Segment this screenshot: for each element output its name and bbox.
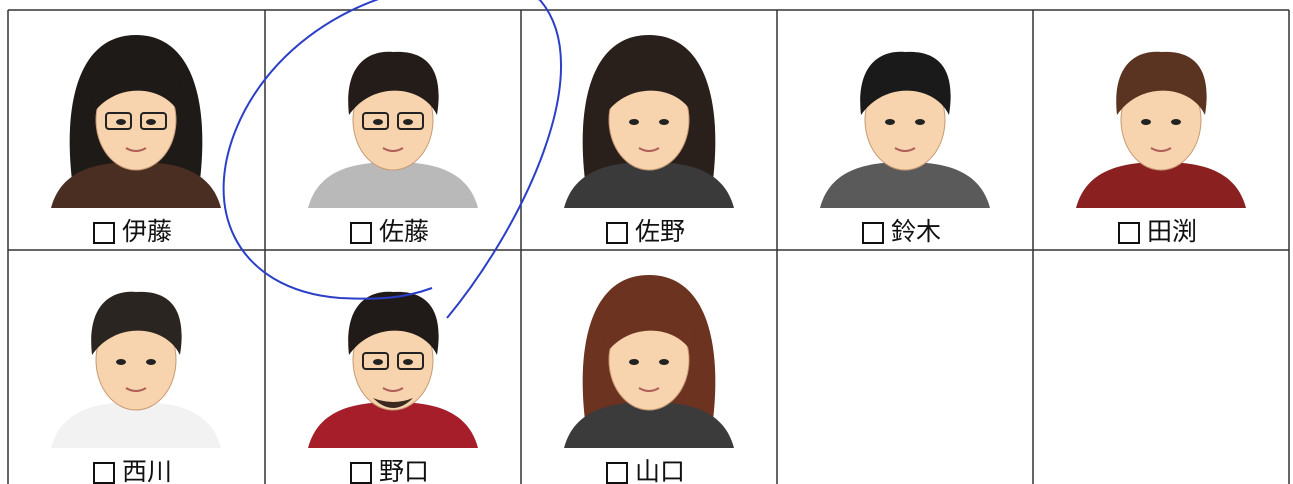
- hair-top: [91, 51, 182, 115]
- person-name: 鈴木: [891, 217, 941, 246]
- glasses: [362, 112, 389, 130]
- person-cell: 佐野: [564, 35, 734, 246]
- eye: [403, 119, 413, 125]
- hair-top: [348, 291, 439, 355]
- checkbox: [350, 462, 372, 484]
- person-name: 佐藤: [379, 217, 429, 246]
- mouth: [894, 147, 916, 152]
- checkbox: [93, 222, 115, 244]
- hair-top: [604, 51, 695, 115]
- shoulders: [308, 162, 478, 208]
- checkbox: [606, 222, 628, 244]
- glasses: [362, 352, 389, 370]
- mouth: [638, 147, 660, 152]
- person-cell: 佐藤: [308, 51, 478, 246]
- checkbox: [1118, 222, 1140, 244]
- eye: [373, 359, 383, 365]
- glasses: [397, 352, 424, 370]
- checkbox: [862, 222, 884, 244]
- person-name: 山口: [635, 457, 685, 484]
- mouth: [125, 147, 147, 152]
- checkbox: [606, 462, 628, 484]
- eye: [1171, 119, 1181, 125]
- eye: [659, 119, 669, 125]
- mouth: [382, 147, 404, 152]
- person-name: 伊藤: [122, 217, 172, 246]
- person-cell: 鈴木: [820, 51, 990, 246]
- shoulders: [51, 402, 221, 448]
- eye: [116, 359, 126, 365]
- eye: [629, 119, 639, 125]
- shoulders: [1076, 162, 1246, 208]
- person-cell: 山口: [564, 275, 734, 484]
- eye: [659, 359, 669, 365]
- glasses: [397, 112, 424, 130]
- glasses: [105, 112, 132, 130]
- person-name: 西川: [122, 457, 172, 484]
- mouth: [638, 387, 660, 392]
- checkbox: [93, 462, 115, 484]
- person-name: 野口: [379, 457, 429, 484]
- shoulders: [308, 402, 478, 448]
- eye: [885, 119, 895, 125]
- shoulders: [51, 162, 221, 208]
- eye: [146, 119, 156, 125]
- person-name: 佐野: [635, 217, 685, 246]
- mouth: [125, 387, 147, 392]
- eye: [373, 119, 383, 125]
- beard: [373, 398, 413, 408]
- person-name: 田渕: [1147, 217, 1197, 246]
- hair-top: [860, 51, 951, 115]
- person-cell: 伊藤: [51, 35, 221, 246]
- person-cell: 田渕: [1076, 51, 1246, 246]
- hair-top: [604, 291, 695, 355]
- shoulders: [564, 162, 734, 208]
- eye: [629, 359, 639, 365]
- person-cell: 野口: [308, 291, 478, 484]
- shoulders: [564, 402, 734, 448]
- glasses: [140, 112, 167, 130]
- checkbox: [350, 222, 372, 244]
- eye: [146, 359, 156, 365]
- eye: [116, 119, 126, 125]
- hair-top: [348, 51, 439, 115]
- shoulders: [820, 162, 990, 208]
- hair-top: [91, 291, 182, 355]
- mouth: [1150, 147, 1172, 152]
- person-cell: 西川: [51, 291, 221, 484]
- mouth: [382, 387, 404, 392]
- eye: [915, 119, 925, 125]
- table-grid: [7, 9, 1290, 484]
- eye: [403, 359, 413, 365]
- hair-top: [1116, 51, 1207, 115]
- hand-drawn-circle: [222, 0, 563, 319]
- eye: [1141, 119, 1151, 125]
